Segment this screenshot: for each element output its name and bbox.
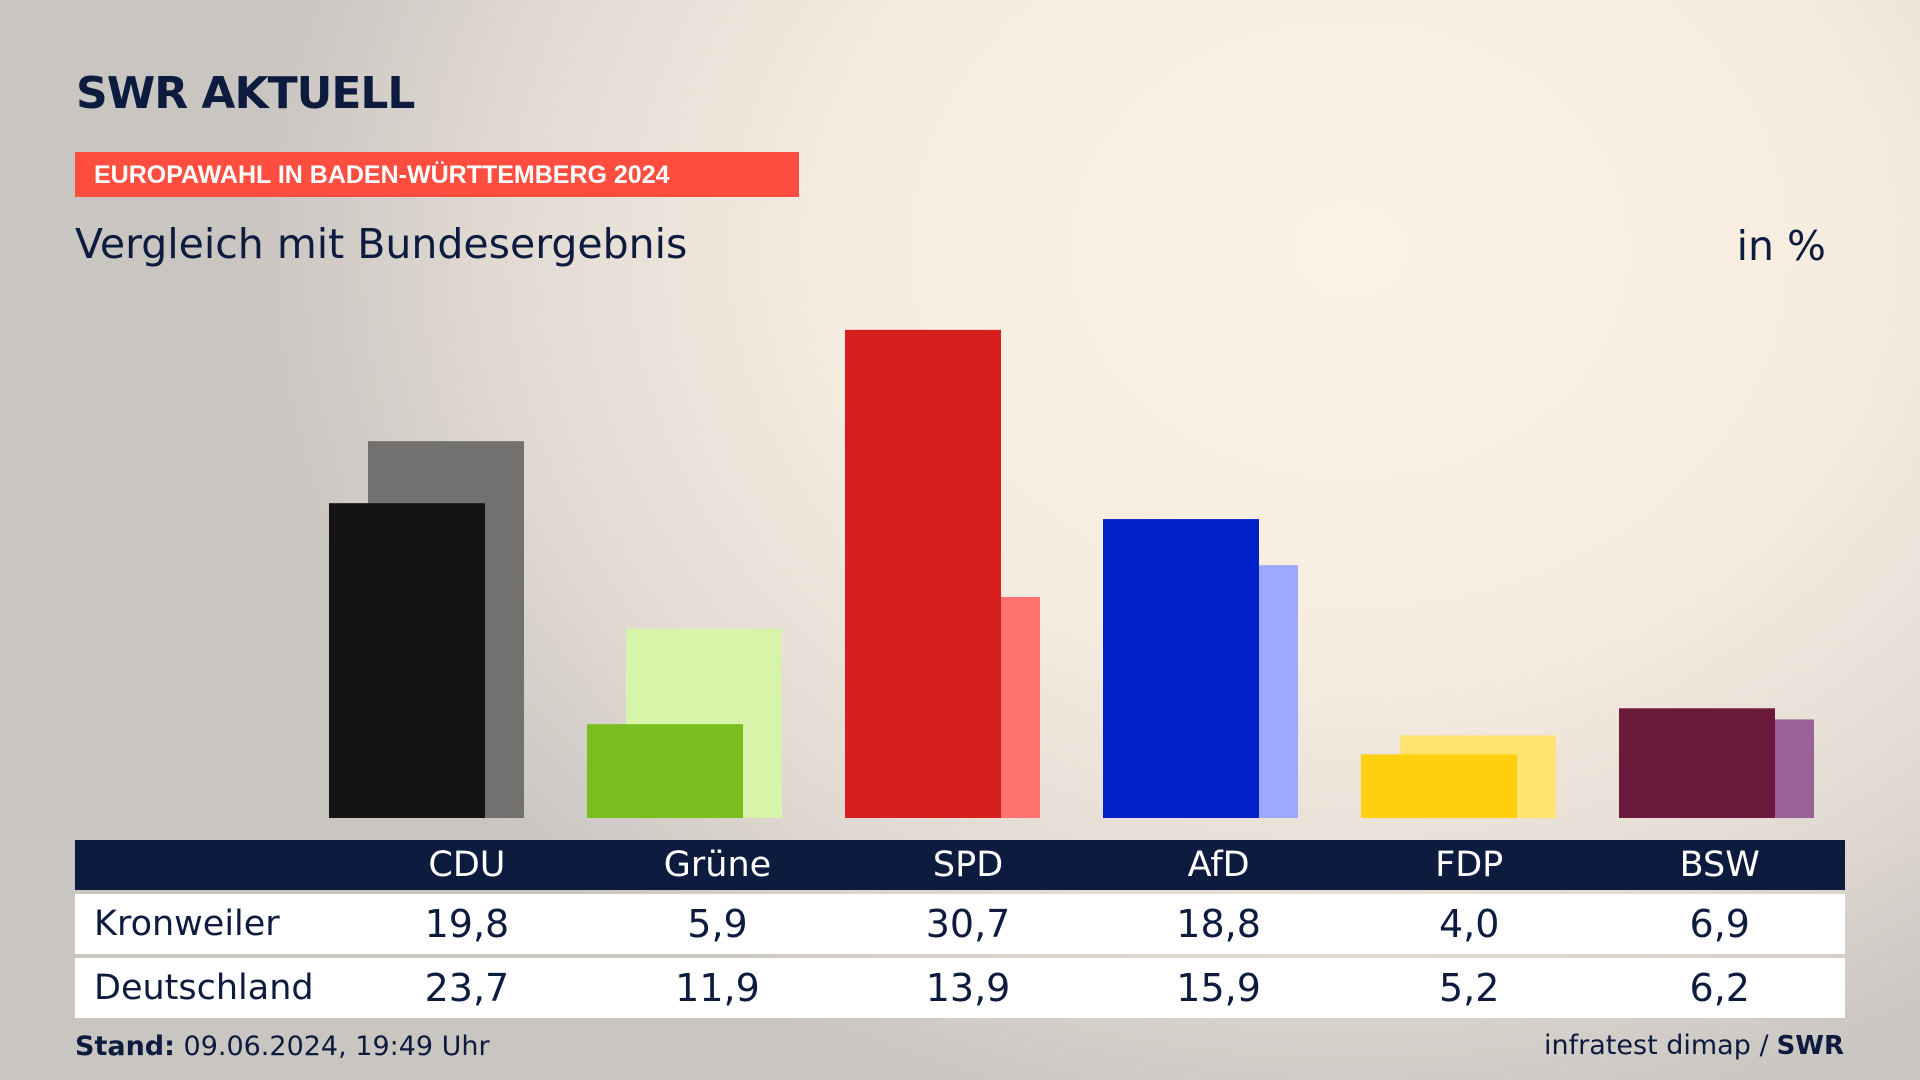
value-deutschland-gruene: 11,9: [675, 966, 760, 1010]
row-label-kronweiler: Kronweiler: [94, 904, 280, 944]
results-table: CDU Grüne SPD AfD FDP BSW Kronweiler 19,…: [75, 840, 1845, 1018]
party-header-spd: SPD: [932, 845, 1004, 885]
party-header-cdu: CDU: [428, 845, 506, 885]
swr-logo-small: SWR: [1776, 1030, 1844, 1061]
timestamp: Stand: 09.06.2024, 19:49 Uhr: [75, 1031, 490, 1062]
value-deutschland-bsw: 6,2: [1689, 966, 1750, 1010]
value-kronweiler-bsw: 6,9: [1689, 902, 1750, 946]
bar-kronweiler-fdp: [1361, 754, 1517, 818]
value-deutschland-spd: 13,9: [925, 966, 1011, 1010]
table-row-kronweiler: Kronweiler 19,8 5,9 30,7 18,8 4,0 6,9: [75, 894, 1845, 954]
value-deutschland-afd: 15,9: [1176, 966, 1261, 1010]
timestamp-value: 09.06.2024, 19:49 Uhr: [183, 1031, 490, 1062]
timestamp-label: Stand:: [75, 1031, 175, 1062]
bar-kronweiler-spd: [845, 329, 1001, 818]
table-header: CDU Grüne SPD AfD FDP BSW: [75, 840, 1845, 890]
source-text: infratest dimap /: [1544, 1030, 1769, 1061]
swr-aktuell-logo: SWR AKTUELL: [76, 68, 415, 119]
party-header-fdp: FDP: [1435, 845, 1504, 885]
party-header-gruene: Grüne: [663, 845, 772, 885]
bar-kronweiler-bsw: [1619, 708, 1775, 818]
bar-kronweiler-cdu: [329, 503, 485, 818]
value-kronweiler-afd: 18,8: [1176, 902, 1261, 946]
bar-kronweiler-afd: [1103, 519, 1259, 818]
header-corner: [75, 840, 342, 890]
value-kronweiler-spd: 30,7: [925, 902, 1011, 946]
source-credit: infratest dimap / SWR: [1544, 1030, 1844, 1061]
table-row-deutschland: Deutschland 23,7 11,9 13,9 15,9 5,2 6,2: [75, 958, 1845, 1018]
value-kronweiler-fdp: 4,0: [1438, 902, 1500, 946]
kicker-text: EUROPAWAHL IN BADEN-WÜRTTEMBERG 2024: [94, 161, 670, 189]
party-header-bsw: BSW: [1679, 845, 1760, 885]
chart-title: Vergleich mit Bundesergebnis: [75, 220, 688, 268]
kicker-banner: EUROPAWAHL IN BADEN-WÜRTTEMBERG 2024: [75, 152, 799, 197]
logo-text: SWR AKTUELL: [76, 68, 415, 119]
party-header-afd: AfD: [1187, 845, 1250, 885]
row-label-deutschland: Deutschland: [94, 968, 314, 1008]
value-kronweiler-cdu: 19,8: [424, 902, 510, 946]
value-deutschland-cdu: 23,7: [424, 966, 510, 1010]
value-deutschland-fdp: 5,2: [1438, 966, 1500, 1010]
unit-label: in %: [1736, 222, 1826, 270]
bar-kronweiler-gruene: [587, 724, 743, 818]
value-kronweiler-gruene: 5,9: [687, 902, 748, 946]
